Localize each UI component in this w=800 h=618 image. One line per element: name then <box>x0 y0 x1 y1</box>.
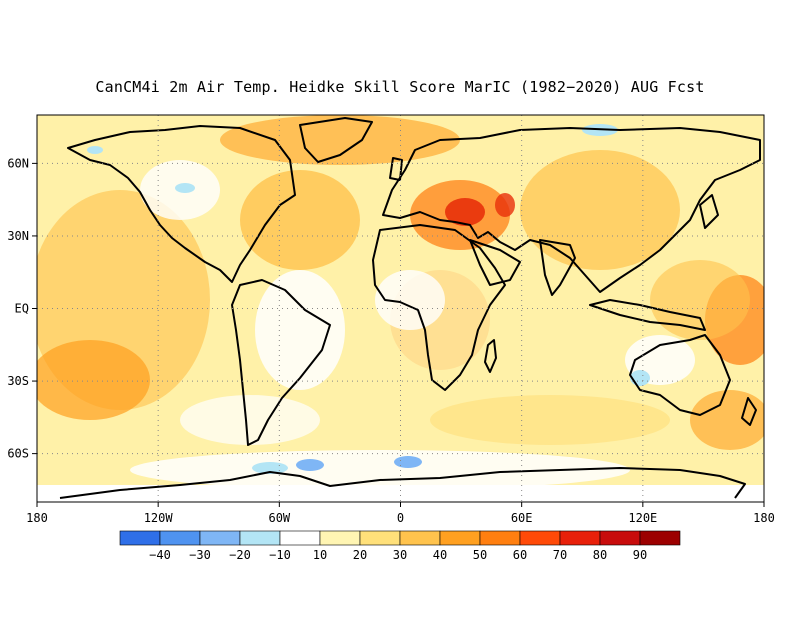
colorbar-swatch <box>359 530 401 546</box>
colorbar-label: −40 <box>149 548 171 562</box>
colorbar-swatch <box>399 530 441 546</box>
coast-south-america <box>231 279 331 446</box>
colorbar-label: 40 <box>433 548 447 562</box>
colorbar-swatch <box>479 530 521 546</box>
skill-shading <box>37 115 764 502</box>
colorbar-label: 30 <box>393 548 407 562</box>
coast-north-america <box>67 125 296 283</box>
lon-tick-label: 180 <box>26 511 48 525</box>
colorbar-swatch <box>319 530 361 546</box>
coast-arabia <box>469 239 521 286</box>
coast-india <box>539 239 576 296</box>
colorbar-label: 10 <box>313 548 327 562</box>
coast-australia <box>629 334 731 416</box>
colorbar-swatch <box>199 530 241 546</box>
coastlines <box>59 117 761 499</box>
coast-antarctica <box>59 467 746 499</box>
coast-madagascar <box>484 339 497 373</box>
coast-new-zealand <box>741 397 757 426</box>
lat-tick-label: EQ <box>15 302 29 316</box>
colorbar-label: −10 <box>269 548 291 562</box>
colorbar-label: 70 <box>553 548 567 562</box>
coast-japan <box>699 194 719 229</box>
colorbar-swatch <box>439 530 481 546</box>
colorbar-label: −30 <box>189 548 211 562</box>
colorbar: −40 −30 −20 −10 10 20 30 40 50 60 70 80 90 <box>119 530 681 562</box>
lon-tick-label: 60E <box>511 511 533 525</box>
colorbar-label: −20 <box>229 548 251 562</box>
gridlines <box>37 115 764 502</box>
colorbar-swatch <box>639 530 681 546</box>
colorbar-swatch <box>559 530 601 546</box>
coast-eurasia <box>382 127 761 293</box>
colorbar-swatch <box>119 530 161 546</box>
colorbar-label: 90 <box>633 548 647 562</box>
colorbar-swatch <box>519 530 561 546</box>
colorbar-label: 80 <box>593 548 607 562</box>
lat-tick-label: 30N <box>7 229 29 243</box>
lat-tick-label: 30S <box>7 374 29 388</box>
lat-tick-label: 60N <box>7 156 29 170</box>
coast-indonesia <box>589 299 706 331</box>
lat-tick-label: 60S <box>7 447 29 461</box>
coast-africa <box>372 224 506 391</box>
lon-tick-label: 120E <box>628 511 657 525</box>
colorbar-swatch <box>159 530 201 546</box>
coast-greenland <box>299 117 373 163</box>
lon-tick-label: 0 <box>397 511 404 525</box>
map-title: CanCM4i 2m Air Temp. Heidke Skill Score … <box>95 78 705 96</box>
colorbar-label: 20 <box>353 548 367 562</box>
lon-tick-label: 60W <box>268 511 290 525</box>
lon-tick-label: 180 <box>753 511 775 525</box>
colorbar-swatch <box>599 530 641 546</box>
latitude-axis: 60N 30N EQ 30S 60S <box>7 156 37 461</box>
colorbar-swatch <box>239 530 281 546</box>
colorbar-label: 50 <box>473 548 487 562</box>
colorbar-label: 60 <box>513 548 527 562</box>
colorbar-swatch <box>279 530 321 546</box>
longitude-axis: 180 120W 60W 0 60E 120E 180 <box>26 502 775 525</box>
lon-tick-label: 120W <box>144 511 174 525</box>
